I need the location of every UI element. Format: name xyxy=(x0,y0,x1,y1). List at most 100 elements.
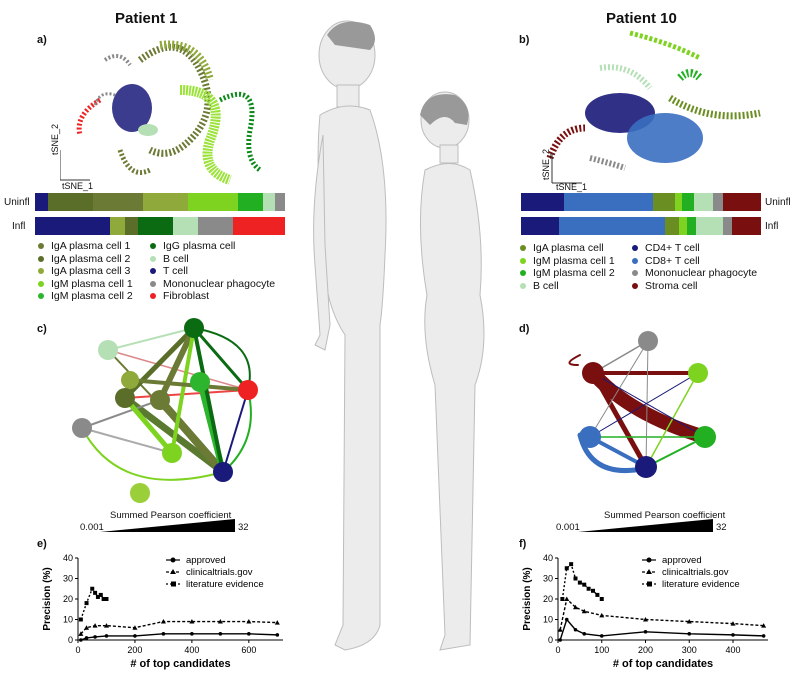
data-point xyxy=(104,634,109,638)
legend-marker xyxy=(170,557,176,563)
data-point xyxy=(218,632,223,636)
legend-marker xyxy=(171,581,176,587)
panel-c-label: c) xyxy=(37,323,47,335)
composition-bar-infl-left xyxy=(35,217,285,235)
patient-1-title: Patient 1 xyxy=(115,10,178,27)
data-point xyxy=(569,562,574,567)
data-point xyxy=(133,634,137,638)
network-edges xyxy=(568,340,712,474)
data-point xyxy=(687,632,692,636)
cluster-b-cell xyxy=(138,124,158,136)
legend-right-col-2: CD4+ T cell CD8+ T cell Mononuclear phag… xyxy=(632,242,757,292)
x-tick-label: 400 xyxy=(184,645,199,655)
legend-item: B cell xyxy=(520,280,615,293)
legend-label: approved xyxy=(662,555,702,566)
patient-10-title: Patient 10 xyxy=(606,10,677,27)
legend-item: IgM plasma cell 1 xyxy=(38,278,133,291)
panel-f-label: f) xyxy=(519,538,527,550)
data-point xyxy=(160,619,166,624)
legend-marker xyxy=(170,569,176,574)
data-point xyxy=(246,619,252,624)
legend-label: clinicaltrials.gov xyxy=(662,567,729,578)
legend-label: literature evidence xyxy=(186,579,264,590)
x-axis-label: # of top candidates xyxy=(130,658,230,670)
data-point xyxy=(686,619,692,624)
y-tick-label: 20 xyxy=(543,594,553,604)
network-graph-patient-10 xyxy=(568,331,716,478)
data-point xyxy=(161,632,166,636)
tsne-x-label-left: tSNE_1 xyxy=(62,181,94,191)
y-tick-label: 20 xyxy=(63,594,73,604)
tsne-plot-patient-1 xyxy=(60,40,262,185)
data-point xyxy=(582,582,587,587)
tsne-y-label-left: tSNE_2 xyxy=(50,123,60,155)
pearson-wedge-right xyxy=(578,519,713,532)
cluster-igm-1 xyxy=(179,85,232,185)
data-point xyxy=(564,566,569,571)
tsne-plot-patient-10 xyxy=(546,30,761,184)
y-tick-label: 10 xyxy=(63,615,73,625)
legend-left-col-2: IgG plasma cell B cell T cell Mononuclea… xyxy=(150,240,275,303)
y-axis-label: Precision (%) xyxy=(522,567,533,630)
legend-marker xyxy=(647,581,652,587)
legend-label: approved xyxy=(186,555,226,566)
data-point xyxy=(78,631,84,636)
legend-marker xyxy=(646,557,652,563)
data-point xyxy=(104,597,109,601)
legend-item: IgA plasma cell 3 xyxy=(38,265,133,278)
series-line-literature-evidence xyxy=(80,587,107,620)
data-point xyxy=(564,596,570,601)
data-point xyxy=(599,634,604,638)
cluster-mnp xyxy=(93,54,132,106)
legend-item: Mononuclear phagocyte xyxy=(150,278,275,291)
cluster-stroma xyxy=(546,124,586,160)
composition-bar-uninfl-right xyxy=(521,193,761,211)
data-point xyxy=(731,633,735,637)
legend-item: IgM plasma cell 1 xyxy=(520,255,615,268)
x-tick-label: 100 xyxy=(594,645,609,655)
series-line-approved xyxy=(80,633,278,641)
data-point xyxy=(93,635,97,639)
cluster-iga-1 xyxy=(117,149,152,175)
y-tick-label: 40 xyxy=(63,553,73,563)
data-point xyxy=(564,617,569,622)
data-point xyxy=(92,623,98,628)
data-point xyxy=(95,594,100,599)
infl-label-right: Infl xyxy=(765,221,779,232)
data-point xyxy=(581,608,587,614)
data-point xyxy=(591,588,595,593)
series-line-literature-evidence xyxy=(561,562,603,600)
legend-item: IgA plasma cell 1 xyxy=(38,240,133,253)
infl-label-left: Infl xyxy=(12,221,26,232)
pearson-label-left: Summed Pearson coefficient xyxy=(110,510,232,521)
tsne-y-label-right: tSNE_2 xyxy=(541,148,551,180)
network-edges xyxy=(81,325,252,481)
tsne-x-label-right: tSNE_1 xyxy=(556,182,588,192)
data-point xyxy=(557,627,563,632)
data-point xyxy=(595,592,600,597)
data-point xyxy=(247,632,251,636)
data-point xyxy=(643,630,648,634)
uninfl-label-right: Uninfl xyxy=(765,197,791,208)
legend-label: literature evidence xyxy=(662,579,740,590)
data-point xyxy=(217,619,223,624)
legend-item: Stroma cell xyxy=(632,280,757,293)
panel-b-label: b) xyxy=(519,34,530,46)
data-point xyxy=(761,623,767,628)
x-tick-label: 0 xyxy=(555,645,560,655)
x-tick-label: 400 xyxy=(725,645,740,655)
human-figures-illustration xyxy=(313,20,485,651)
y-tick-label: 30 xyxy=(543,574,553,584)
data-point xyxy=(586,586,591,591)
legend-label: clinicaltrials.gov xyxy=(186,567,253,578)
data-point xyxy=(84,625,90,630)
y-tick-label: 0 xyxy=(68,635,73,645)
data-point xyxy=(599,597,604,601)
data-point xyxy=(761,634,766,638)
female-figure-icon xyxy=(419,91,485,651)
legend-item: Mononuclear phagocyte xyxy=(632,267,757,280)
pearson-min-left: 0.001 xyxy=(80,522,104,533)
legend-item: CD4+ T cell xyxy=(632,242,757,255)
